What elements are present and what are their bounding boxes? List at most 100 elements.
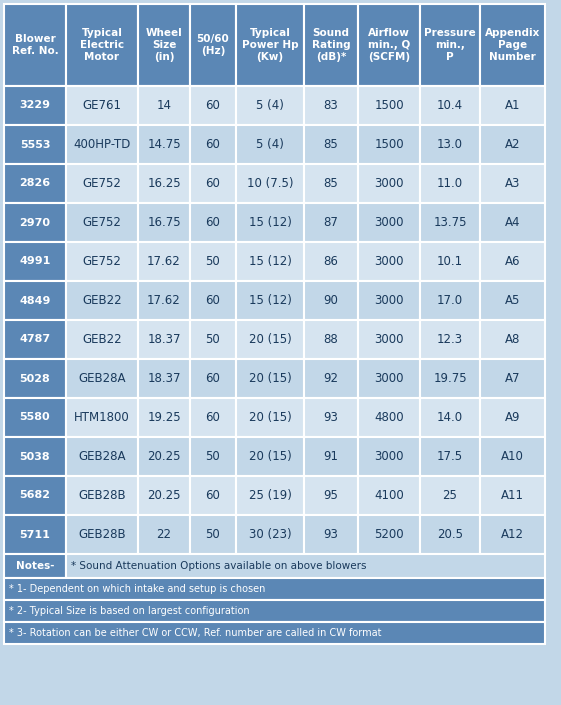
Text: A12: A12 (501, 528, 524, 541)
Text: 25 (19): 25 (19) (249, 489, 291, 502)
Bar (190, 437, 236, 476)
Bar (66, 203, 138, 242)
Bar (358, 515, 420, 554)
Text: A11: A11 (501, 489, 524, 502)
Text: 18.37: 18.37 (147, 333, 181, 346)
Text: 15 (12): 15 (12) (249, 255, 291, 268)
Text: * Sound Attenuation Options available on above blowers: * Sound Attenuation Options available on… (71, 561, 366, 571)
Bar (4, 281, 66, 320)
Text: 4100: 4100 (374, 489, 404, 502)
Text: 25: 25 (443, 489, 457, 502)
Text: 17.5: 17.5 (437, 450, 463, 463)
Bar (190, 86, 236, 125)
Text: 50/60
(Hz): 50/60 (Hz) (196, 34, 229, 56)
Text: 13.75: 13.75 (433, 216, 467, 229)
Text: Typical
Power Hp
(Kw): Typical Power Hp (Kw) (242, 27, 298, 63)
Text: 4787: 4787 (20, 334, 50, 345)
Bar (358, 359, 420, 398)
Bar (420, 242, 480, 281)
Text: A7: A7 (505, 372, 520, 385)
Text: GE752: GE752 (82, 177, 121, 190)
Bar (480, 86, 545, 125)
Text: * 1- Dependent on which intake and setup is chosen: * 1- Dependent on which intake and setup… (9, 584, 265, 594)
Text: 93: 93 (324, 528, 338, 541)
Bar (358, 398, 420, 437)
Text: Typical
Electric
Motor: Typical Electric Motor (80, 27, 124, 63)
Text: * 2- Typical Size is based on largest configuration: * 2- Typical Size is based on largest co… (9, 606, 250, 616)
Text: 87: 87 (324, 216, 338, 229)
Text: A8: A8 (505, 333, 520, 346)
Bar (304, 203, 358, 242)
Text: A3: A3 (505, 177, 520, 190)
Bar (236, 359, 304, 398)
Text: 20 (15): 20 (15) (249, 372, 291, 385)
Bar (420, 86, 480, 125)
Text: 17.62: 17.62 (147, 294, 181, 307)
Bar (420, 203, 480, 242)
Bar (4, 515, 66, 554)
Text: Pressure
min.,
P: Pressure min., P (424, 27, 476, 63)
Text: 5028: 5028 (20, 374, 50, 384)
Text: Airflow
min., Q
(SCFM): Airflow min., Q (SCFM) (368, 27, 410, 63)
Text: 92: 92 (324, 372, 338, 385)
Bar (190, 125, 236, 164)
Text: 18.37: 18.37 (147, 372, 181, 385)
Bar (138, 398, 190, 437)
Bar (138, 203, 190, 242)
Bar (480, 4, 545, 86)
Text: 3000: 3000 (374, 333, 404, 346)
Text: GEB22: GEB22 (82, 333, 122, 346)
Bar (480, 476, 545, 515)
Text: 60: 60 (205, 177, 220, 190)
Bar (66, 554, 545, 578)
Bar (358, 320, 420, 359)
Bar (66, 320, 138, 359)
Bar (236, 242, 304, 281)
Bar (420, 164, 480, 203)
Bar (480, 281, 545, 320)
Text: 14.0: 14.0 (437, 411, 463, 424)
Bar (236, 125, 304, 164)
Text: 95: 95 (324, 489, 338, 502)
Bar (138, 4, 190, 86)
Text: 22: 22 (157, 528, 172, 541)
Bar (358, 125, 420, 164)
Bar (236, 203, 304, 242)
Text: 20 (15): 20 (15) (249, 411, 291, 424)
Bar (190, 515, 236, 554)
Text: GE752: GE752 (82, 255, 121, 268)
Text: 10.4: 10.4 (437, 99, 463, 112)
Bar (420, 398, 480, 437)
Bar (138, 125, 190, 164)
Bar (4, 554, 66, 578)
Bar (190, 359, 236, 398)
Text: 50: 50 (206, 333, 220, 346)
Text: 20 (15): 20 (15) (249, 333, 291, 346)
Text: 3000: 3000 (374, 255, 404, 268)
Bar (138, 320, 190, 359)
Text: Wheel
Size
(in): Wheel Size (in) (146, 27, 182, 63)
Bar (236, 320, 304, 359)
Text: 10 (7.5): 10 (7.5) (247, 177, 293, 190)
Bar (66, 125, 138, 164)
Bar (236, 515, 304, 554)
Text: 5038: 5038 (20, 451, 50, 462)
Bar (190, 203, 236, 242)
Bar (4, 578, 545, 600)
Text: A2: A2 (505, 138, 520, 151)
Text: 4800: 4800 (374, 411, 404, 424)
Text: 17.62: 17.62 (147, 255, 181, 268)
Text: GEB28A: GEB28A (78, 372, 126, 385)
Bar (480, 164, 545, 203)
Bar (66, 4, 138, 86)
Text: 5580: 5580 (20, 412, 50, 422)
Text: 1500: 1500 (374, 99, 404, 112)
Bar (138, 281, 190, 320)
Bar (190, 398, 236, 437)
Bar (480, 203, 545, 242)
Text: 83: 83 (324, 99, 338, 112)
Bar (420, 125, 480, 164)
Text: 60: 60 (205, 138, 220, 151)
Bar (420, 359, 480, 398)
Text: GEB28B: GEB28B (78, 489, 126, 502)
